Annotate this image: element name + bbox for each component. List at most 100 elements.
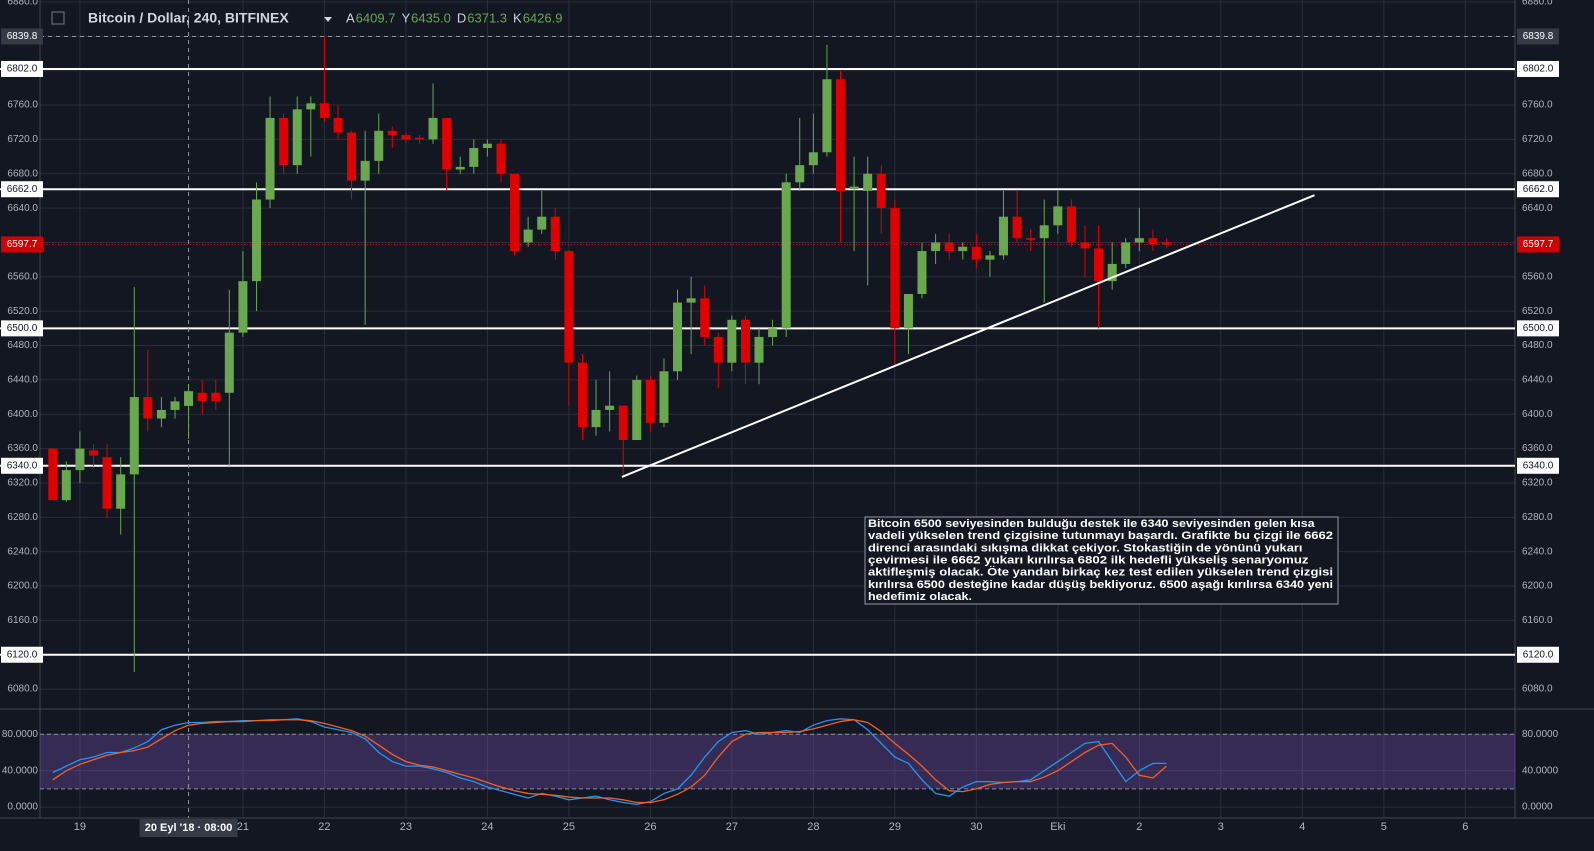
candle-body <box>428 117 438 140</box>
y-tick-label: 6760.0 <box>7 100 38 111</box>
candle-body <box>645 379 655 423</box>
y-tick-label: 6280.0 <box>7 512 38 523</box>
annotation-text: kırılırsa 6500 desteğine kadar düşüş bek… <box>868 579 1333 591</box>
x-tick-label: 29 <box>889 821 901 833</box>
y-tick-label: 40.0000 <box>2 765 39 776</box>
candle-body <box>1121 242 1131 264</box>
y-tick-label: 6080.0 <box>7 684 38 695</box>
candle-body <box>971 246 981 260</box>
level-label: 6120.0 <box>1523 649 1554 660</box>
level-box <box>1 457 43 474</box>
y-tick-label: 6880.0 <box>1522 0 1553 8</box>
y-tick-label: 6240.0 <box>7 546 38 557</box>
candle-body <box>48 448 58 501</box>
x-tick-label: 27 <box>726 821 738 833</box>
level-box <box>1 646 43 663</box>
y-tick-label: 6560.0 <box>1522 271 1553 282</box>
candle-body <box>116 474 126 509</box>
x-tick-label: 4 <box>1299 821 1305 833</box>
y-tick-label: 0.0000 <box>7 802 38 813</box>
ohlc-key: Y <box>401 10 410 25</box>
candle-body <box>958 246 968 252</box>
stoch-band <box>40 734 1515 789</box>
level-box <box>1517 320 1559 337</box>
y-tick-label: 6160.0 <box>7 615 38 626</box>
candle-body <box>618 405 628 441</box>
ohlc-value: 6371.3 <box>467 10 507 25</box>
level-label: 6662.0 <box>7 184 38 195</box>
candle-body <box>374 130 384 161</box>
level-label: 6802.0 <box>7 64 38 75</box>
y-tick-label: 6320.0 <box>1522 478 1553 489</box>
candle-body <box>550 216 560 252</box>
candle-body <box>415 137 425 140</box>
y-tick-label: 6440.0 <box>1522 375 1553 386</box>
y-tick-label: 6480.0 <box>1522 340 1553 351</box>
annotation-text: çevirmesi ile 6662 yukarı kırılırsa 6802… <box>868 555 1309 567</box>
candle-body <box>727 319 737 363</box>
level-label: 6500.0 <box>1523 323 1554 334</box>
candle-body <box>740 319 750 363</box>
dropdown-caret[interactable] <box>324 17 332 22</box>
annotation-text: direnci arasındaki sıkışma dikkat çekiyo… <box>868 542 1302 554</box>
crosshair-price-label: 6839.8 <box>7 31 38 42</box>
y-tick-label: 6720.0 <box>7 134 38 145</box>
candle-body <box>781 182 791 329</box>
candle-body <box>1039 225 1049 239</box>
level-box <box>1517 457 1559 474</box>
candle-body <box>238 281 248 333</box>
candle-body <box>224 332 234 393</box>
y-tick-label: 6400.0 <box>7 409 38 420</box>
y-tick-label: 6680.0 <box>7 168 38 179</box>
y-tick-label: 6520.0 <box>7 306 38 317</box>
ohlc-value: 6409.7 <box>356 10 396 25</box>
crosshair-x-label: 20 Eyl '18 · 08:00 <box>145 822 233 834</box>
candle-body <box>279 117 289 166</box>
candle-body <box>537 216 547 230</box>
candle-body <box>700 298 710 337</box>
ohlc-key: D <box>457 10 466 25</box>
level-box <box>1517 646 1559 663</box>
y-tick-label: 6640.0 <box>7 203 38 214</box>
candle-body <box>686 298 696 303</box>
candle-body <box>1161 242 1171 245</box>
y-tick-label: 6360.0 <box>1522 443 1553 454</box>
candle-body <box>1066 206 1076 243</box>
annotation-text: Bitcoin 6500 seviyesinden bulduğu destek… <box>868 518 1316 530</box>
y-tick-label: 6520.0 <box>1522 306 1553 317</box>
candle-body <box>1012 216 1022 239</box>
candle-body <box>890 208 900 329</box>
y-tick-label: 80.0000 <box>2 729 39 740</box>
x-tick-label: 26 <box>644 821 656 833</box>
candle-body <box>1094 248 1104 282</box>
y-tick-label: 80.0000 <box>1522 729 1559 740</box>
candle-body <box>347 132 357 181</box>
candle-body <box>713 336 723 363</box>
x-tick-label: 3 <box>1218 821 1224 833</box>
candle-body <box>442 117 452 170</box>
last-price-label: 6597.7 <box>7 239 38 250</box>
candle-body <box>808 152 818 166</box>
y-tick-label: 6760.0 <box>1522 100 1553 111</box>
level-label: 6340.0 <box>7 460 38 471</box>
y-tick-label: 6720.0 <box>1522 134 1553 145</box>
candle-body <box>89 450 99 456</box>
crosshair-x-box <box>139 819 238 837</box>
candle-body <box>768 328 778 337</box>
level-box <box>1 60 43 77</box>
candle-body <box>319 103 329 118</box>
candle-body <box>333 117 343 133</box>
candle-body <box>1148 238 1158 245</box>
symbol-icon[interactable] <box>51 11 65 25</box>
crosshair-price-label: 6839.8 <box>1523 31 1554 42</box>
candle-body <box>564 251 574 363</box>
candle-body <box>360 160 370 181</box>
candle-body <box>1107 263 1117 282</box>
y-tick-label: 6880.0 <box>7 0 38 8</box>
candle-body <box>252 199 262 282</box>
candle-body <box>1134 238 1144 243</box>
level-label: 6340.0 <box>1523 460 1554 471</box>
candle-body <box>156 409 166 419</box>
candle-body <box>863 173 873 191</box>
ohlc-header: A 6409.7 Y 6435.0 D 6371.3 K 6426.9 <box>346 10 562 25</box>
